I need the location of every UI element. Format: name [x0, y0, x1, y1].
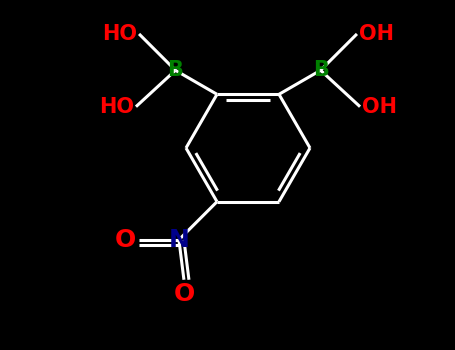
- Text: B: B: [313, 60, 329, 80]
- Text: HO: HO: [99, 97, 134, 117]
- Text: OH: OH: [359, 24, 394, 44]
- Text: OH: OH: [362, 97, 397, 117]
- Text: N: N: [168, 228, 189, 252]
- Text: HO: HO: [102, 24, 137, 44]
- Text: B: B: [167, 60, 183, 80]
- Text: O: O: [114, 228, 136, 252]
- Text: O: O: [173, 282, 195, 306]
